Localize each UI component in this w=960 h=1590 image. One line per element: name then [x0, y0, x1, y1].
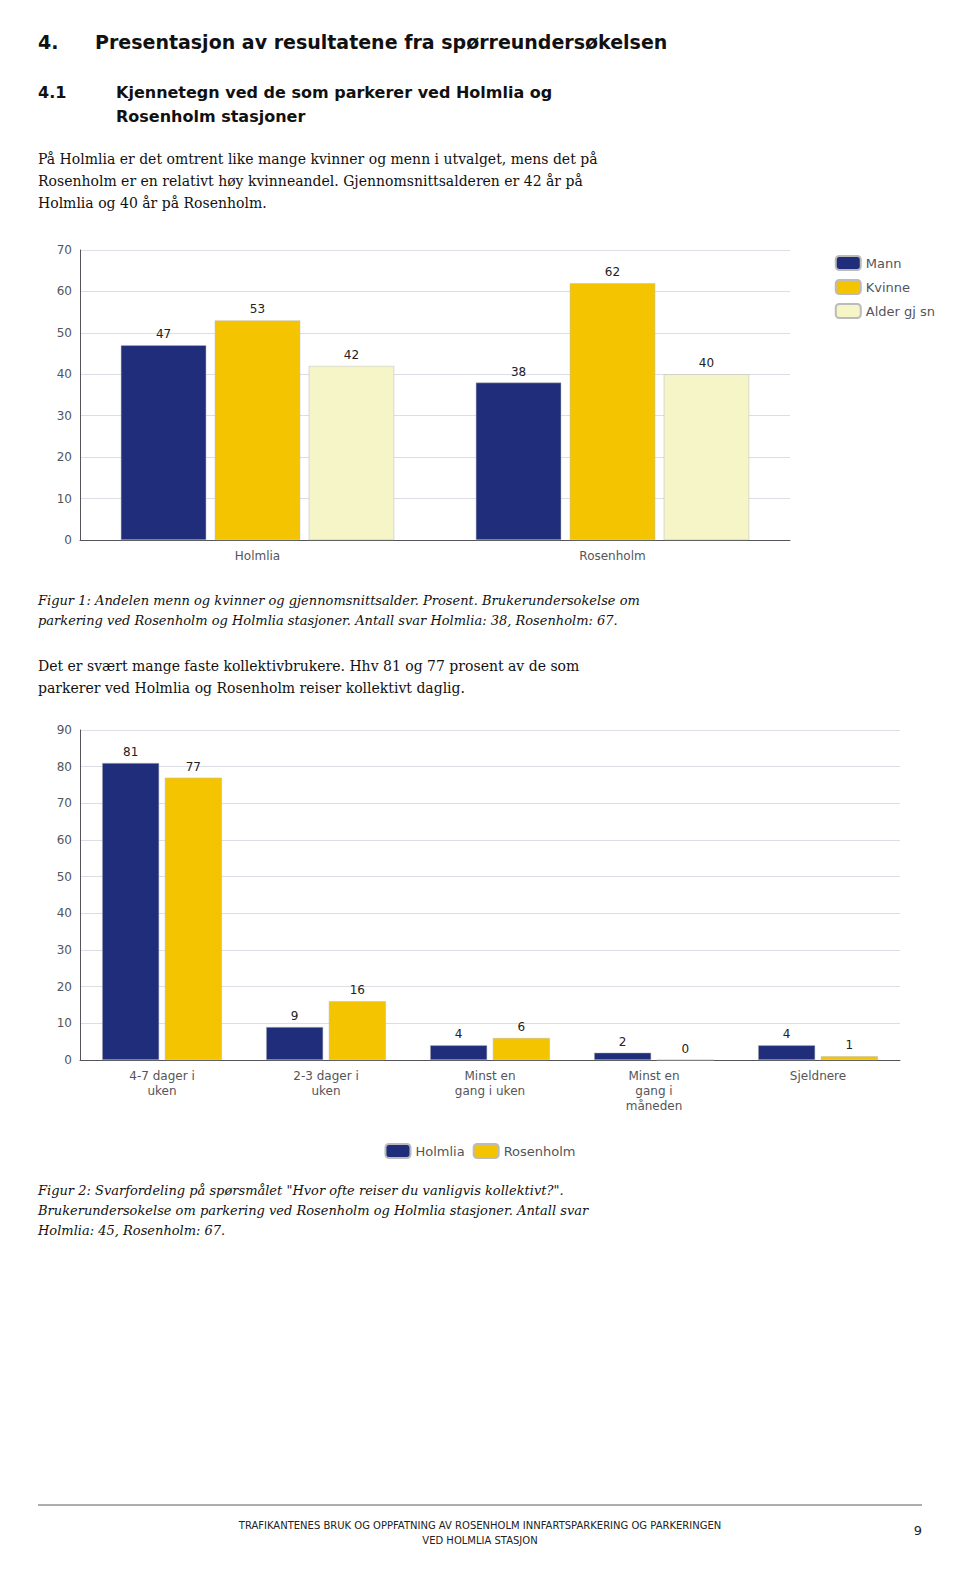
svg-text:9: 9 — [914, 1523, 922, 1538]
svg-text:Rosenholm stasjoner: Rosenholm stasjoner — [116, 107, 305, 126]
svg-text:4.: 4. — [38, 31, 58, 53]
svg-text:50: 50 — [57, 326, 72, 340]
svg-text:TRAFIKANTENES BRUK OG OPPFATNI: TRAFIKANTENES BRUK OG OPPFATNING AV ROSE… — [238, 1520, 721, 1531]
svg-text:90: 90 — [57, 723, 72, 737]
svg-text:Presentasjon av resultatene fr: Presentasjon av resultatene fra spørreun… — [95, 31, 667, 53]
svg-text:10: 10 — [57, 492, 72, 506]
svg-text:Det er svært mange faste kolle: Det er svært mange faste kollektivbruker… — [38, 658, 579, 674]
svg-text:30: 30 — [57, 409, 72, 423]
svg-text:0: 0 — [682, 1042, 690, 1056]
svg-text:16: 16 — [350, 983, 365, 997]
svg-text:50: 50 — [57, 870, 72, 884]
svg-text:Holmlia: 45, Rosenholm: 67.: Holmlia: 45, Rosenholm: 67. — [37, 1223, 225, 1238]
svg-text:Holmlia: Holmlia — [235, 549, 280, 563]
svg-text:2-3 dager i: 2-3 dager i — [293, 1069, 358, 1083]
svg-text:40: 40 — [57, 906, 72, 920]
svg-text:4-7 dager i: 4-7 dager i — [129, 1069, 194, 1083]
svg-text:9: 9 — [291, 1009, 299, 1023]
svg-text:Minst en: Minst en — [628, 1069, 679, 1083]
svg-text:Rosenholm: Rosenholm — [504, 1144, 576, 1159]
svg-text:20: 20 — [57, 980, 72, 994]
svg-text:Mann: Mann — [866, 256, 902, 271]
svg-text:10: 10 — [57, 1016, 72, 1030]
svg-text:40: 40 — [699, 356, 714, 370]
svg-text:gang i: gang i — [635, 1084, 672, 1098]
svg-text:Kjennetegn ved de som parkerer: Kjennetegn ved de som parkerer ved Holml… — [116, 83, 552, 102]
svg-text:Kvinne: Kvinne — [866, 280, 910, 295]
svg-text:77: 77 — [186, 760, 201, 774]
svg-text:Figur 1: Andelen menn og kvinn: Figur 1: Andelen menn og kvinner og gjen… — [37, 593, 640, 608]
svg-text:uken: uken — [147, 1084, 176, 1098]
svg-text:80: 80 — [57, 760, 72, 774]
svg-text:38: 38 — [511, 365, 526, 379]
svg-text:30: 30 — [57, 943, 72, 957]
svg-text:Rosenholm: Rosenholm — [579, 549, 645, 563]
svg-text:måneden: måneden — [626, 1099, 683, 1113]
svg-text:Holmlia og 40 år på Rosenholm.: Holmlia og 40 år på Rosenholm. — [38, 195, 267, 211]
svg-text:Brukerundersokelse om parkerin: Brukerundersokelse om parkering ved Rose… — [37, 1203, 589, 1218]
svg-text:uken: uken — [311, 1084, 340, 1098]
svg-text:47: 47 — [156, 327, 171, 341]
svg-text:4.1: 4.1 — [38, 83, 66, 102]
svg-text:2: 2 — [619, 1035, 627, 1049]
svg-text:0: 0 — [64, 1053, 72, 1067]
svg-text:parkerer ved Holmlia og Rosenh: parkerer ved Holmlia og Rosenholm reiser… — [38, 680, 465, 696]
svg-text:0: 0 — [64, 533, 72, 547]
svg-text:60: 60 — [57, 284, 72, 298]
svg-text:På Holmlia er det omtrent like: På Holmlia er det omtrent like mange kvi… — [38, 151, 598, 167]
svg-text:parkering ved Rosenholm og Hol: parkering ved Rosenholm og Holmlia stasj… — [38, 613, 618, 628]
svg-text:20: 20 — [57, 450, 72, 464]
svg-text:Alder gj sn: Alder gj sn — [866, 304, 935, 319]
svg-text:Minst en: Minst en — [464, 1069, 515, 1083]
svg-text:Sjeldnere: Sjeldnere — [790, 1069, 846, 1083]
svg-text:Holmlia: Holmlia — [415, 1144, 464, 1159]
svg-text:4: 4 — [783, 1027, 791, 1041]
svg-text:6: 6 — [518, 1020, 526, 1034]
svg-text:gang i uken: gang i uken — [455, 1084, 525, 1098]
svg-text:53: 53 — [250, 302, 265, 316]
svg-text:70: 70 — [57, 243, 72, 257]
svg-text:4: 4 — [455, 1027, 463, 1041]
svg-text:Rosenholm er en relativt høy k: Rosenholm er en relativt høy kvinneandel… — [38, 173, 583, 189]
svg-text:62: 62 — [605, 265, 620, 279]
svg-text:42: 42 — [344, 348, 359, 362]
svg-text:Figur 2: Svarfordeling på spør: Figur 2: Svarfordeling på spørsmålet "Hv… — [37, 1183, 564, 1198]
svg-text:40: 40 — [57, 367, 72, 381]
svg-text:1: 1 — [846, 1038, 854, 1052]
svg-text:70: 70 — [57, 796, 72, 810]
svg-text:81: 81 — [123, 745, 138, 759]
svg-text:60: 60 — [57, 833, 72, 847]
svg-text:VED HOLMLIA STASJON: VED HOLMLIA STASJON — [422, 1535, 537, 1546]
